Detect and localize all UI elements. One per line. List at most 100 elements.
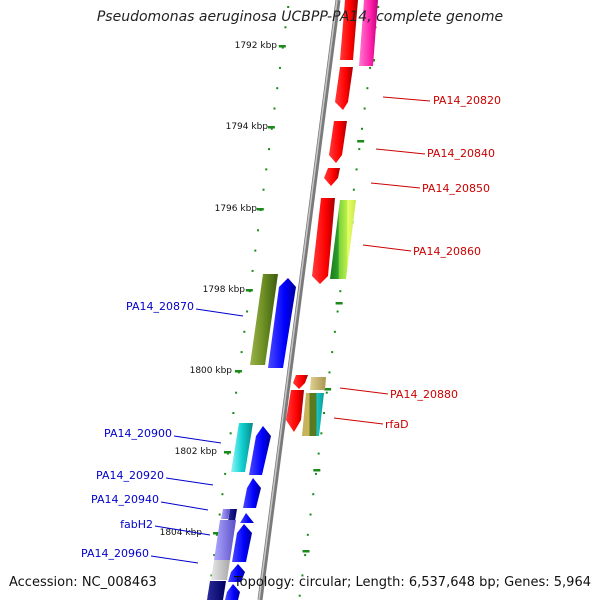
gene-label[interactable]: PA14_20860: [413, 245, 481, 258]
tick-dot: [273, 107, 276, 110]
tick-dot: [221, 493, 224, 496]
scale-label: 1796 kbp: [215, 204, 258, 214]
tick-dot: [281, 46, 284, 49]
tick-dot: [377, 6, 380, 8]
gene-arrow[interactable]: [211, 560, 230, 580]
tick-dot: [358, 148, 361, 151]
gene-arrow[interactable]: [312, 198, 335, 284]
gene-arrow[interactable]: [214, 520, 236, 560]
tick-dot: [268, 148, 271, 151]
major-tick: [357, 140, 365, 143]
gene-label[interactable]: PA14_20840: [427, 147, 495, 160]
tick-dot: [331, 351, 334, 354]
reverse-genes: [207, 274, 296, 600]
map-title: Pseudomonas aeruginosa UCBPP-PA14, compl…: [96, 9, 504, 25]
gene-arrow[interactable]: [330, 200, 356, 279]
tick-dot: [210, 574, 213, 577]
gene-label[interactable]: PA14_20820: [433, 94, 501, 107]
scale-label: 1800 kbp: [190, 366, 233, 376]
gene-label[interactable]: PA14_20940: [91, 493, 159, 506]
gene-arrow[interactable]: [268, 278, 296, 368]
tick-dot: [304, 554, 307, 557]
tick-dot: [215, 533, 218, 536]
tick-dot: [314, 472, 317, 475]
gene-arrow[interactable]: [228, 509, 237, 521]
major-tick: [278, 45, 286, 48]
gene-arrow[interactable]: [228, 564, 245, 582]
tick-dot: [276, 87, 279, 90]
tick-dot: [366, 87, 369, 90]
gene-arrow[interactable]: [221, 509, 230, 519]
major-tick: [313, 469, 321, 472]
scale-label: 1802 kbp: [175, 447, 218, 457]
gene-arrow[interactable]: [302, 393, 324, 436]
gene-arrow[interactable]: [240, 513, 254, 523]
tick-dot: [243, 330, 246, 333]
tick-dot: [309, 513, 312, 516]
scale-label: 1798 kbp: [203, 285, 246, 295]
tick-dot: [251, 269, 254, 272]
tick-dot: [265, 168, 268, 171]
tick-dot: [301, 574, 304, 577]
tick-dot: [226, 452, 229, 455]
major-tick: [213, 532, 221, 535]
gene-arrow[interactable]: [207, 581, 226, 600]
major-tick: [335, 302, 343, 305]
gene-arrow[interactable]: [340, 0, 358, 60]
tick-dot: [320, 432, 323, 435]
tick-dot: [352, 188, 355, 191]
gene-label[interactable]: PA14_20900: [104, 427, 172, 440]
tick-dot: [278, 66, 281, 69]
gene-label[interactable]: PA14_20880: [390, 388, 458, 401]
tick-dot: [323, 412, 326, 414]
gene-arrow[interactable]: [335, 67, 353, 110]
gene-arrow[interactable]: [249, 426, 271, 475]
gene-arrow[interactable]: [293, 375, 308, 389]
tick-dot: [218, 513, 221, 516]
gene-arrow[interactable]: [243, 478, 261, 508]
leader-lines: [150, 96, 431, 564]
gene-arrow[interactable]: [329, 121, 347, 163]
genome-backbone-highlight: [258, 0, 338, 600]
accession-text: Accession: NC_008463: [9, 575, 157, 590]
tick-dot: [336, 310, 339, 313]
gene-arrow[interactable]: [232, 524, 252, 562]
tick-dot: [328, 371, 331, 374]
scale-label: 1804 kbp: [160, 528, 203, 538]
gene-arrow[interactable]: [231, 423, 253, 472]
topology-text: Topology: circular; Length: 6,537,648 bp…: [233, 575, 591, 590]
gene-arrow[interactable]: [310, 377, 326, 390]
gene-arrow[interactable]: [250, 274, 278, 365]
gene-labels-forward: PA14_20820 PA14_20840 PA14_20850 PA14_20…: [385, 94, 501, 431]
tick-dot: [287, 6, 290, 8]
tick-dot: [229, 432, 232, 435]
tick-dot: [325, 391, 328, 394]
gene-arrow[interactable]: [359, 0, 378, 66]
gene-label[interactable]: fabH2: [120, 518, 153, 531]
tick-dot: [213, 554, 216, 557]
gene-arrow[interactable]: [286, 390, 304, 432]
gene-label[interactable]: PA14_20870: [126, 300, 194, 313]
gene-label[interactable]: rfaD: [385, 418, 409, 431]
major-tick: [234, 370, 242, 373]
tick-dot: [235, 391, 238, 394]
scale-labels: 1792 kbp 1794 kbp 1796 kbp 1798 kbp 1800…: [160, 41, 278, 538]
tick-dot: [270, 127, 273, 130]
gene-labels-reverse: PA14_20870 PA14_20900 PA14_20920 PA14_20…: [81, 300, 194, 560]
scale-label: 1792 kbp: [235, 41, 278, 51]
tick-dot: [240, 351, 243, 354]
tick-dot: [224, 472, 227, 475]
gene-label[interactable]: PA14_20850: [422, 182, 490, 195]
gene-label[interactable]: PA14_20960: [81, 547, 149, 560]
gene-label[interactable]: PA14_20920: [96, 469, 164, 482]
tick-dot: [254, 249, 257, 252]
tick-dot: [262, 188, 265, 191]
tick-dot: [369, 66, 372, 69]
major-tick: [223, 451, 231, 454]
tick-dot: [339, 290, 342, 293]
gene-arrow[interactable]: [225, 584, 240, 600]
gene-arrow[interactable]: [324, 168, 340, 186]
tick-dot: [312, 493, 315, 496]
tick-dot: [284, 26, 287, 29]
